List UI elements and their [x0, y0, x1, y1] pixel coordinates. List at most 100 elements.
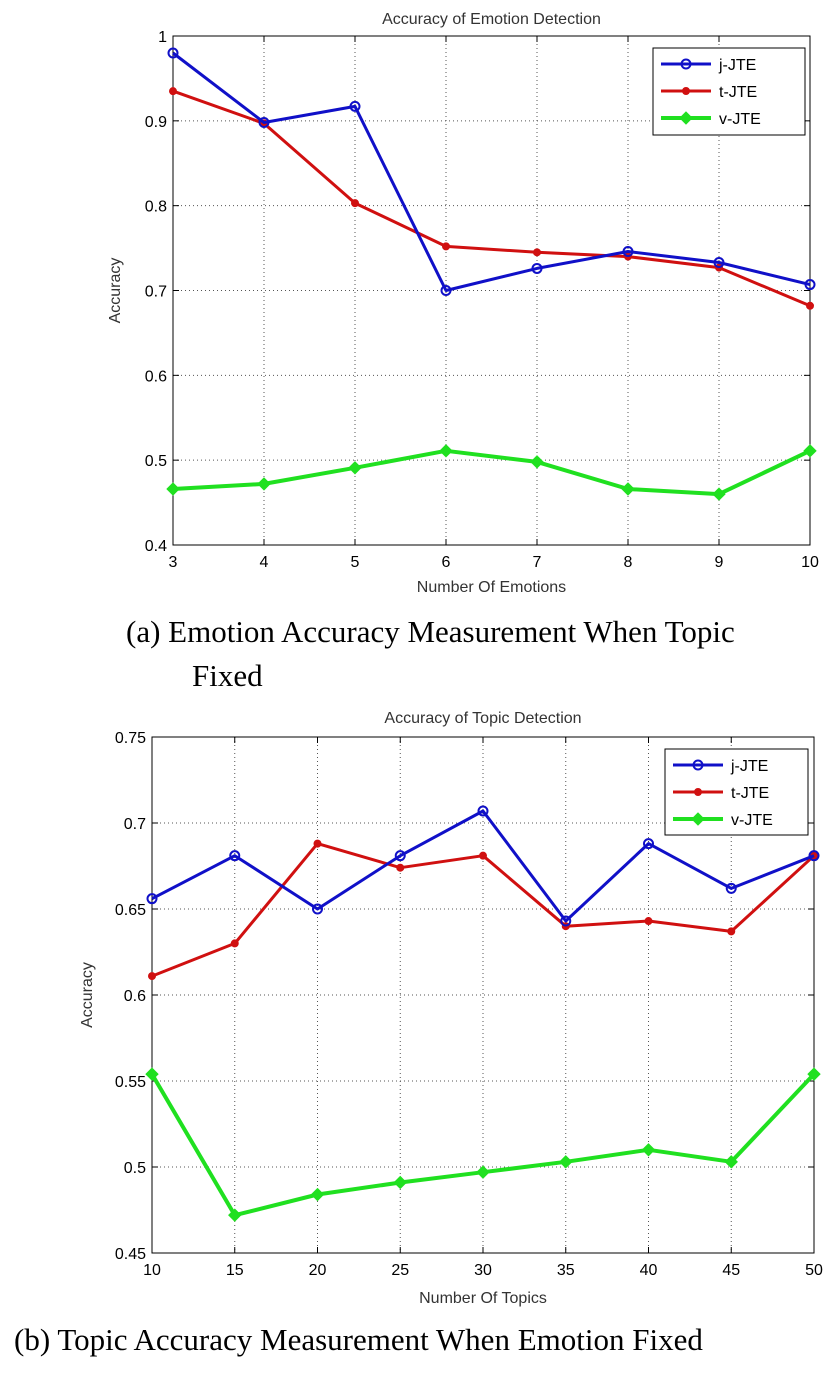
- x-tick-label: 4: [260, 554, 269, 571]
- data-point-j-jte: [440, 285, 452, 296]
- data-point-v-jte: [166, 482, 180, 496]
- data-point-v-jte: [807, 1067, 821, 1081]
- x-tick-label: 9: [715, 554, 724, 571]
- legend-label-v-jte: v-JTE: [731, 812, 773, 829]
- data-point-j-jte: [643, 838, 654, 850]
- x-tick-label: 30: [474, 1262, 492, 1279]
- x-tick-label: 10: [143, 1262, 161, 1279]
- data-point-j-jte: [229, 850, 241, 862]
- data-point-t-jte: [169, 87, 177, 96]
- data-point-j-jte: [713, 257, 725, 269]
- data-point-j-jte: [477, 805, 489, 817]
- legend-marker-t-jte: [694, 788, 702, 796]
- data-point-v-jte: [310, 1187, 325, 1202]
- legend-item-t-jte: t-JTE: [673, 785, 769, 802]
- data-point-j-jte: [725, 882, 737, 894]
- data-point-v-jte: [559, 1155, 573, 1169]
- legend-item-j-jte: j-JTE: [673, 758, 768, 775]
- data-point-t-jte: [533, 248, 541, 257]
- y-axis-label: Accuracy: [107, 258, 124, 324]
- legend-label-t-jte: t-JTE: [719, 84, 757, 101]
- series-t-jte: [148, 839, 818, 981]
- x-axis-label: Number Of Emotions: [417, 579, 566, 596]
- series-line-t-jte: [172, 89, 811, 308]
- x-tick-label: 45: [722, 1262, 740, 1279]
- x-tick-label: 10: [801, 554, 819, 571]
- data-point-v-jte: [228, 1208, 242, 1222]
- data-point-v-jte: [641, 1143, 656, 1157]
- data-point-t-jte: [230, 939, 239, 948]
- data-point-v-jte: [712, 487, 726, 501]
- series-line-j-jte: [172, 51, 811, 292]
- data-point-t-jte: [644, 917, 653, 926]
- data-point-t-jte: [806, 301, 814, 310]
- legend-marker-v-jte: [679, 111, 693, 125]
- data-point-v-jte: [724, 1155, 738, 1169]
- legend-item-v-jte: v-JTE: [661, 111, 761, 128]
- series-v-jte: [166, 444, 817, 501]
- data-point-j-jte: [394, 850, 406, 862]
- figure-b-caption: (b) Topic Accuracy Measurement When Emot…: [14, 1318, 814, 1362]
- series-v-jte: [145, 1067, 821, 1222]
- legend: j-JTE t-JTE v-JTE: [652, 47, 806, 136]
- data-point-j-jte: [146, 893, 158, 905]
- legend-item-j-jte: j-JTE: [661, 57, 756, 74]
- data-point-j-jte: [622, 245, 634, 257]
- chart-title: Accuracy of Emotion Detection: [382, 11, 601, 28]
- data-point-j-jte: [804, 279, 816, 291]
- series-j-jte: [167, 47, 816, 296]
- legend-marker-t-jte: [682, 87, 690, 95]
- data-point-j-jte: [349, 100, 361, 112]
- figure-a: 3 4 5 6 7 8 9 10 0.4 0.5 0.6 0.7 0.8 0.9 1 Accuracy of …: [107, 11, 826, 698]
- data-point-v-jte: [348, 461, 362, 475]
- x-tick-label: 50: [805, 1262, 823, 1279]
- y-tick-label: 0.8: [145, 199, 167, 216]
- data-point-v-jte: [621, 482, 635, 496]
- y-tick-label: 1: [158, 29, 167, 46]
- y-tick-label: 0.45: [115, 1246, 146, 1263]
- data-point-j-jte: [312, 903, 323, 915]
- figure-a-caption-line1: (a) Emotion Accuracy Measurement When To…: [126, 614, 735, 649]
- y-tick-label: 0.4: [145, 538, 167, 555]
- legend-item-v-jte: v-JTE: [673, 812, 773, 829]
- legend-marker-v-jte: [691, 812, 705, 826]
- data-point-v-jte: [803, 444, 817, 458]
- y-tick-label: 0.7: [124, 816, 146, 833]
- figure-b: 10 15 20 25 30 35 40 45 50 0.45 0.5 0.55 0.6 0.65 0.7 0…: [0, 700, 827, 1381]
- x-tick-label: 6: [442, 554, 451, 571]
- legend-label-j-jte: j-JTE: [730, 758, 768, 775]
- data-point-t-jte: [148, 972, 156, 981]
- data-point-j-jte: [560, 915, 572, 927]
- y-tick-label: 0.7: [145, 284, 167, 301]
- x-tick-label: 7: [533, 554, 542, 571]
- y-tick-label: 0.6: [124, 988, 146, 1005]
- legend-label-v-jte: v-JTE: [719, 111, 761, 128]
- data-point-v-jte: [145, 1067, 159, 1081]
- figure-b-caption-line1: (b) Topic Accuracy Measurement When Emot…: [14, 1322, 703, 1357]
- x-tick-label: 20: [309, 1262, 327, 1279]
- y-tick-label: 0.5: [124, 1160, 146, 1177]
- x-tick-label: 3: [169, 554, 178, 571]
- figure-a-caption: (a) Emotion Accuracy Measurement When To…: [126, 610, 826, 698]
- data-point-j-jte: [531, 262, 543, 274]
- data-point-t-jte: [396, 863, 405, 872]
- legend-item-t-jte: t-JTE: [661, 84, 757, 101]
- y-tick-label: 0.75: [115, 730, 146, 747]
- data-point-v-jte: [476, 1165, 490, 1179]
- data-point-t-jte: [442, 242, 450, 251]
- legend-label-j-jte: j-JTE: [718, 57, 756, 74]
- series-j-jte: [146, 805, 820, 927]
- x-tick-label: 8: [624, 554, 633, 571]
- data-point-j-jte: [167, 47, 179, 59]
- data-point-v-jte: [530, 455, 544, 469]
- data-point-v-jte: [393, 1175, 407, 1190]
- series-line-v-jte: [172, 448, 811, 497]
- legend-marker-j-jte: [680, 58, 692, 70]
- data-point-t-jte: [727, 927, 736, 936]
- x-tick-label: 35: [557, 1262, 575, 1279]
- y-tick-label: 0.5: [145, 453, 167, 470]
- x-tick-label: 40: [640, 1262, 658, 1279]
- data-point-v-jte: [439, 444, 453, 458]
- series-line-j-jte: [151, 809, 815, 923]
- y-tick-label: 0.55: [115, 1074, 146, 1091]
